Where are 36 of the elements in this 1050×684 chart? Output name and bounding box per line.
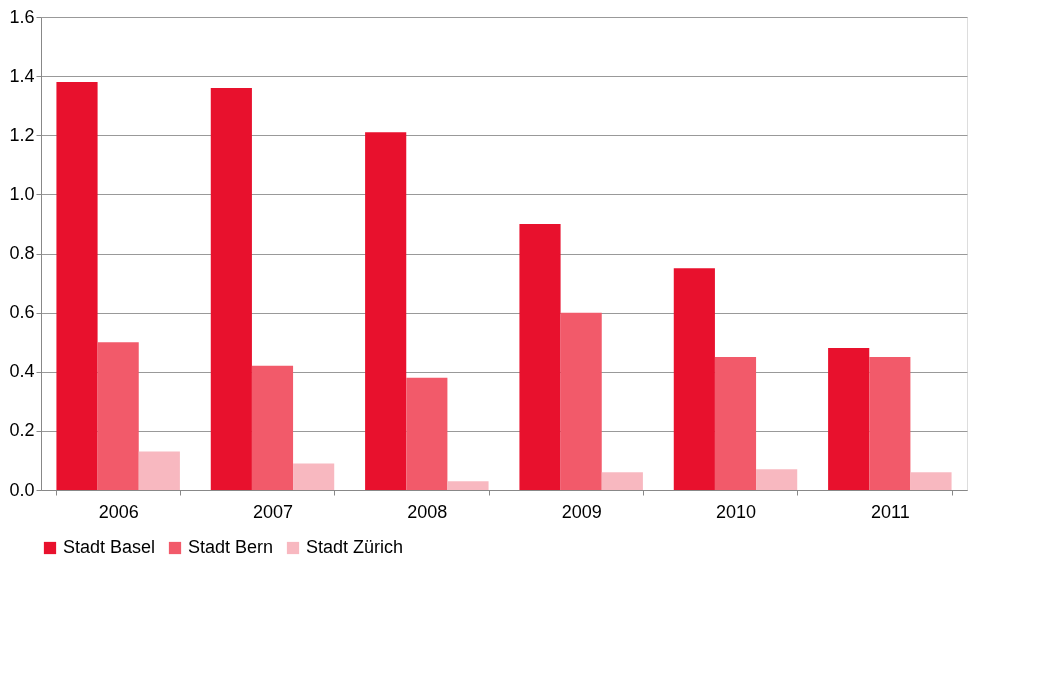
y-tick-label: 1.0 <box>9 183 35 204</box>
bar <box>519 223 561 490</box>
bar <box>97 342 139 490</box>
bar <box>560 312 602 490</box>
y-tick-label: 1.2 <box>9 124 35 145</box>
bar <box>828 348 870 490</box>
x-tick-label: 2008 <box>407 501 448 522</box>
y-tick-label: 1.6 <box>9 6 35 27</box>
y-tick-label: 0.6 <box>9 302 35 323</box>
x-tick-label: 2007 <box>252 501 294 522</box>
y-tick-label: 0.4 <box>9 361 35 382</box>
bar <box>673 268 715 490</box>
y-tick-label: 0.0 <box>9 479 35 500</box>
y-tick-label: 1.4 <box>9 65 35 86</box>
bar <box>714 356 757 490</box>
legend-label: Stadt Basel <box>63 537 156 557</box>
legend-label: Stadt Bern <box>188 537 274 557</box>
bar <box>365 132 407 490</box>
x-tick-label: 2010 <box>715 501 757 522</box>
bar <box>406 377 448 490</box>
y-tick-label: 0.2 <box>9 420 35 441</box>
bar <box>756 469 798 490</box>
bar <box>447 481 489 490</box>
bar <box>601 472 643 490</box>
x-tick-label: 2006 <box>98 501 139 522</box>
legend-label: Stadt Zürich <box>306 537 404 557</box>
x-tick-label: 2011 <box>870 501 910 522</box>
bar <box>869 356 911 490</box>
bar <box>138 451 180 490</box>
bar <box>56 82 98 490</box>
bar <box>251 365 294 490</box>
bar <box>293 463 335 490</box>
bar <box>910 472 952 490</box>
bar <box>210 87 252 490</box>
y-tick-label: 0.8 <box>9 243 35 263</box>
x-tick-label: 2009 <box>561 501 602 522</box>
